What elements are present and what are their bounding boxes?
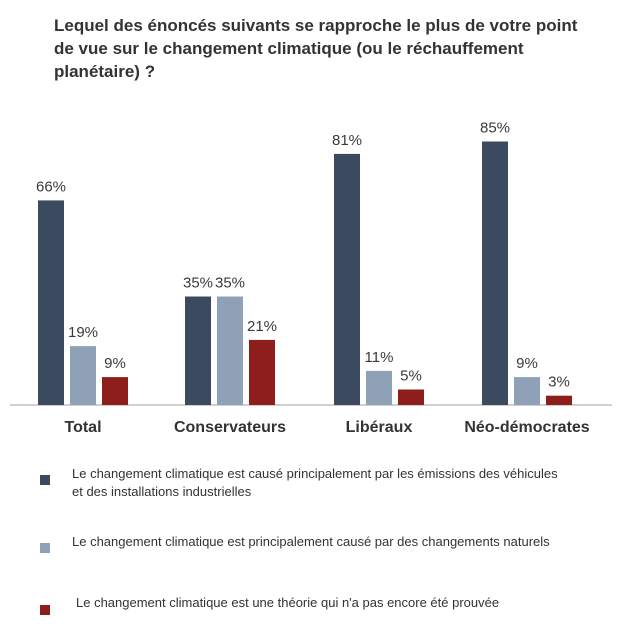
data-label-3-1: 9% (516, 355, 538, 372)
bar-0-0 (38, 200, 64, 405)
data-label-1-1: 35% (215, 275, 245, 292)
chart-title: Lequel des énoncés suivants se rapproche… (54, 16, 578, 81)
data-label-0-2: 9% (104, 355, 126, 372)
data-label-1-2: 21% (247, 318, 277, 335)
bar-1-2 (249, 339, 275, 405)
category-label-2: Libéraux (346, 419, 413, 436)
bar-2-2 (398, 389, 424, 405)
legend-label-emissions: Le changement climatique est causé princ… (72, 466, 558, 499)
category-label-3: Néo-démocrates (464, 419, 589, 436)
data-label-2-2: 5% (400, 368, 422, 385)
legend-swatch-theory (40, 605, 50, 615)
data-label-0-0: 66% (36, 178, 66, 195)
legend-swatch-natural (40, 543, 50, 553)
bar-3-1 (514, 377, 540, 405)
data-label-3-0: 85% (480, 120, 510, 137)
data-label-2-1: 11% (365, 349, 394, 366)
bar-1-0 (185, 296, 211, 405)
data-label-2-0: 81% (332, 132, 362, 149)
bar-2-1 (366, 370, 392, 405)
legend-swatch-emissions (40, 475, 50, 485)
category-label-1: Conservateurs (174, 419, 286, 436)
legend-label-theory: Le changement climatique est une théorie… (76, 595, 500, 610)
bar-3-2 (546, 395, 572, 405)
bar-3-0 (482, 141, 508, 405)
bar-2-0 (334, 153, 360, 405)
data-label-0-1: 19% (68, 324, 98, 341)
bar-0-1 (70, 346, 96, 405)
category-label-0: Total (64, 419, 101, 436)
bar-chart: 66% 19% 9% Total 35% 35% 21% Conservateurs 81% 11… (10, 120, 612, 436)
bar-1-1 (217, 296, 243, 405)
data-label-3-2: 3% (548, 374, 570, 391)
data-label-1-0: 35% (183, 275, 213, 292)
bar-0-2 (102, 377, 128, 405)
legend-label-natural: Le changement climatique est principalem… (72, 534, 550, 549)
